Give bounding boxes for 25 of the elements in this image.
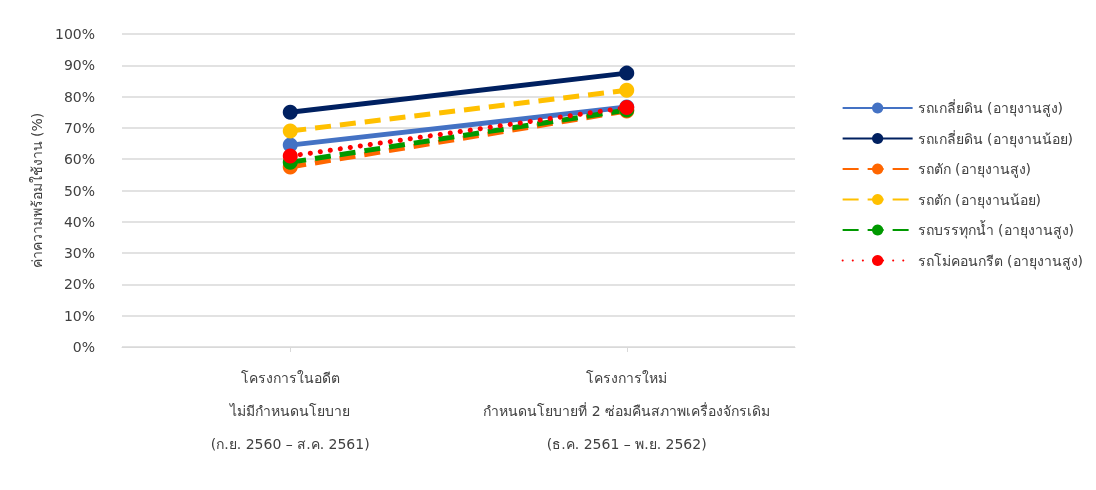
y-axis-title: ค่าความพร้อมใช้งาน (%) bbox=[29, 112, 46, 269]
y-tick-label: 20% bbox=[63, 276, 95, 293]
y-tick-label: 80% bbox=[63, 88, 95, 105]
y-tick-label: 30% bbox=[63, 245, 95, 262]
y-tick-label: 10% bbox=[63, 307, 95, 324]
point bbox=[619, 65, 635, 81]
y-tick-label: 90% bbox=[63, 57, 95, 74]
category-label: โครงการใหม่ กำหนดนโยบายที่ 2 ซ่อมคืนสภาพเครื่องจักรเดิม (ธ.ค. 2561 – พ.ย. 2562) bbox=[483, 369, 771, 452]
y-tick-label: 60% bbox=[63, 151, 95, 168]
point bbox=[619, 82, 635, 98]
legend-label: รถเกลี่ยดิน (อายุงานน้อย) bbox=[917, 129, 1073, 148]
legend-label: รถตัก (อายุงานน้อย) bbox=[917, 191, 1041, 209]
category-label: โครงการในอดีต ไม่มีกำหนดนโยบาย (ก.ย. 2560 – ส.ค. 2561) bbox=[210, 369, 370, 452]
y-tick-label: 40% bbox=[63, 213, 95, 230]
legend-label: รถบรรทุกน้ำ (อายุงานสูง) bbox=[917, 220, 1074, 239]
y-tick-label: 0% bbox=[72, 339, 95, 355]
point bbox=[282, 104, 298, 120]
point bbox=[282, 148, 298, 164]
y-tick-label: 70% bbox=[63, 119, 95, 136]
y-tick-label: 50% bbox=[63, 182, 95, 199]
legend-label: รถตัก (อายุงานสูง) bbox=[917, 161, 1031, 178]
legend-label: รถโม่คอนกรีต (อายุงานสูง) bbox=[917, 252, 1083, 270]
legend-label: รถเกลี่ยดิน (อายุงานสูง) bbox=[917, 99, 1063, 117]
point bbox=[282, 123, 298, 139]
y-tick-label: 100% bbox=[54, 26, 95, 42]
